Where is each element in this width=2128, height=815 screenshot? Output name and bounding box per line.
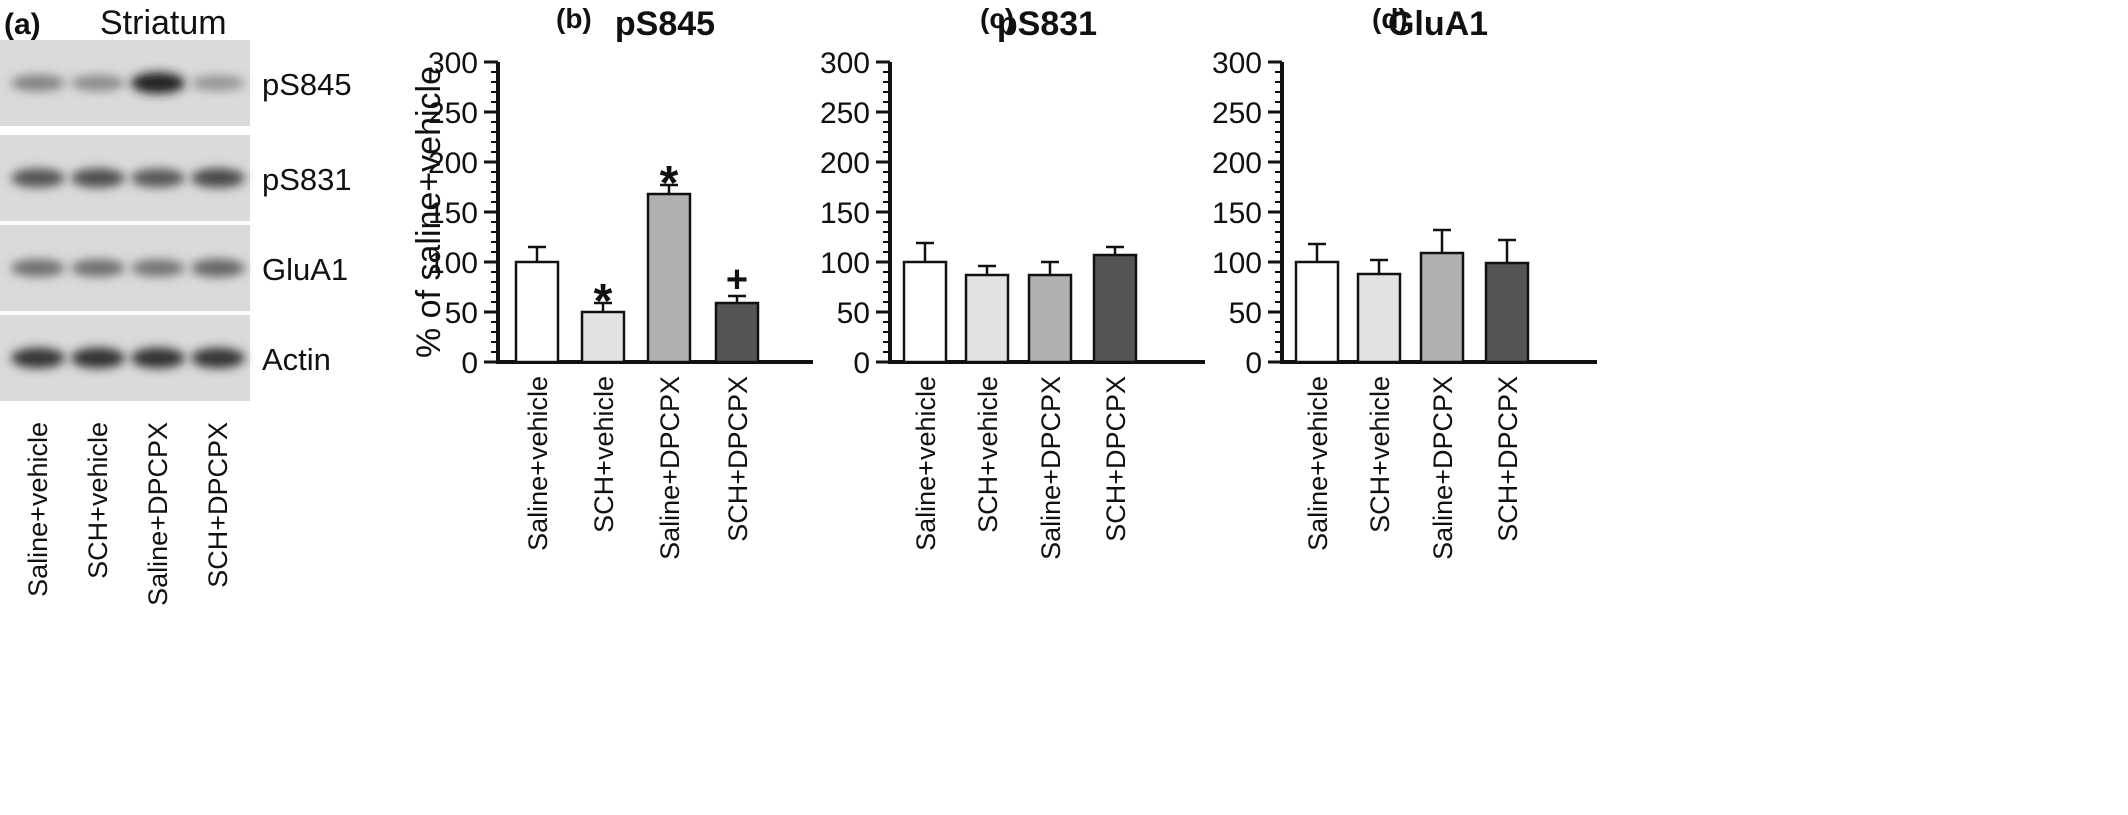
- panel-label: (c): [980, 3, 1014, 34]
- blot-label-ps831: pS831: [262, 162, 352, 197]
- bar-saline-vehicle: [1294, 260, 1340, 364]
- band-glua1-saline-dpcpx: [131, 259, 185, 277]
- panel-label-a: (a): [4, 8, 41, 41]
- blot-label-ps845: pS845: [262, 67, 352, 102]
- bar-saline-vehicle: [514, 260, 560, 364]
- band-glua1-saline-vehicle: [11, 259, 65, 277]
- y-tick-label: 50: [1229, 297, 1262, 330]
- y-tick-label: 100: [428, 247, 478, 280]
- band-actin-saline-vehicle: [11, 347, 65, 369]
- band-actin-sch-dpcpx: [191, 347, 245, 369]
- panel-label: (b): [556, 3, 592, 34]
- bar-chart-glua1: (d)GluA1 0 50 100 150 200 250 300 Saline+vehicle…: [1212, 3, 1597, 560]
- category-label-sch-vehicle: SCH+vehicle: [589, 376, 619, 533]
- panel-label: (d): [1372, 3, 1408, 34]
- bar-sch-vehicle: [580, 310, 626, 364]
- bar-sch-vehicle: [1356, 272, 1402, 364]
- band-glua1-sch-vehicle: [71, 259, 125, 277]
- bar-saline-dpcpx: [1419, 251, 1465, 364]
- y-tick-label: 150: [820, 197, 870, 230]
- category-label-sch-dpcpx: SCH+DPCPX: [1101, 376, 1131, 542]
- y-tick-label: 250: [820, 97, 870, 130]
- category-label-sch-dpcpx: SCH+DPCPX: [1493, 376, 1523, 542]
- y-tick-label: 300: [1212, 47, 1262, 80]
- y-tick-label: 250: [428, 97, 478, 130]
- category-label-sch-dpcpx: SCH+DPCPX: [723, 376, 753, 542]
- bar-chart-ps831: (c)pS831 0 50 100 150 200 250 300 Saline+vehicle…: [820, 3, 1205, 560]
- category-label-saline-dpcpx: Saline+DPCPX: [655, 376, 685, 560]
- y-axis-label: % of saline+vehicle: [410, 66, 448, 358]
- lane-label-saline-dpcpx: Saline+DPCPX: [143, 422, 173, 606]
- category-label-saline-dpcpx: Saline+DPCPX: [1036, 376, 1066, 560]
- y-tick-label: 150: [428, 197, 478, 230]
- y-tick-label: 50: [837, 297, 870, 330]
- category-label-saline-vehicle: Saline+vehicle: [911, 376, 941, 551]
- chart-title: pS845: [615, 5, 715, 43]
- significance-marker: *: [594, 275, 613, 328]
- category-label-sch-vehicle: SCH+vehicle: [1365, 376, 1395, 533]
- band-glua1-sch-dpcpx: [191, 259, 245, 277]
- bar-sch-vehicle: [964, 273, 1010, 364]
- blot-strips: pS845 pS831 GluA1 Actin: [0, 40, 352, 401]
- y-tick-label: 0: [461, 347, 478, 380]
- band-ps831-saline-vehicle: [11, 168, 65, 188]
- y-tick-label: 100: [820, 247, 870, 280]
- y-tick-label: 0: [853, 347, 870, 380]
- significance-marker: +: [726, 259, 748, 301]
- bar-saline-vehicle: [902, 260, 948, 364]
- blot-label-glua1: GluA1: [262, 252, 348, 287]
- band-ps831-saline-dpcpx: [131, 168, 185, 188]
- band-ps845-saline-dpcpx: [131, 72, 185, 94]
- band-ps845-sch-dpcpx: [191, 75, 245, 91]
- chart-title: pS831: [997, 5, 1097, 43]
- significance-marker: *: [660, 157, 679, 210]
- y-tick-label: 200: [1212, 147, 1262, 180]
- category-label-saline-vehicle: Saline+vehicle: [1303, 376, 1333, 551]
- y-tick-label: 0: [1245, 347, 1262, 380]
- band-actin-sch-vehicle: [71, 347, 125, 369]
- category-label-saline-dpcpx: Saline+DPCPX: [1428, 376, 1458, 560]
- lane-label-sch-vehicle: SCH+vehicle: [83, 422, 113, 579]
- bar-sch-dpcpx: [714, 301, 760, 364]
- band-ps845-sch-vehicle: [71, 75, 125, 91]
- y-tick-label: 150: [1212, 197, 1262, 230]
- y-tick-label: 200: [428, 147, 478, 180]
- band-ps831-sch-vehicle: [71, 168, 125, 188]
- bar-saline-dpcpx: [646, 192, 692, 364]
- western-blot-panel: (a) Striatum pS845 pS831 GluA1 Actin Saline…: [0, 4, 352, 606]
- bar-sch-dpcpx: [1092, 253, 1138, 364]
- region-label: Striatum: [100, 4, 227, 42]
- band-ps831-sch-dpcpx: [191, 168, 245, 188]
- lane-label-saline-vehicle: Saline+vehicle: [23, 422, 53, 597]
- lane-label-sch-dpcpx: SCH+DPCPX: [203, 422, 233, 588]
- y-tick-label: 100: [1212, 247, 1262, 280]
- y-tick-label: 250: [1212, 97, 1262, 130]
- bar-sch-dpcpx: [1484, 261, 1530, 364]
- category-label-sch-vehicle: SCH+vehicle: [973, 376, 1003, 533]
- lane-labels: Saline+vehicle SCH+vehicle Saline+DPCPX SCH…: [23, 422, 233, 606]
- band-ps845-saline-vehicle: [11, 74, 65, 92]
- y-tick-label: 300: [428, 47, 478, 80]
- bar-chart-ps845: (b) pS845 0 50 100 150 200 250 300% of saline+ve…: [410, 3, 813, 560]
- category-label-saline-vehicle: Saline+vehicle: [523, 376, 553, 551]
- blot-label-actin: Actin: [262, 342, 331, 377]
- band-actin-saline-dpcpx: [131, 347, 185, 369]
- y-tick-label: 300: [820, 47, 870, 80]
- y-tick-label: 50: [445, 297, 478, 330]
- chart-title: GluA1: [1388, 5, 1488, 43]
- y-tick-label: 200: [820, 147, 870, 180]
- bar-saline-dpcpx: [1027, 273, 1073, 364]
